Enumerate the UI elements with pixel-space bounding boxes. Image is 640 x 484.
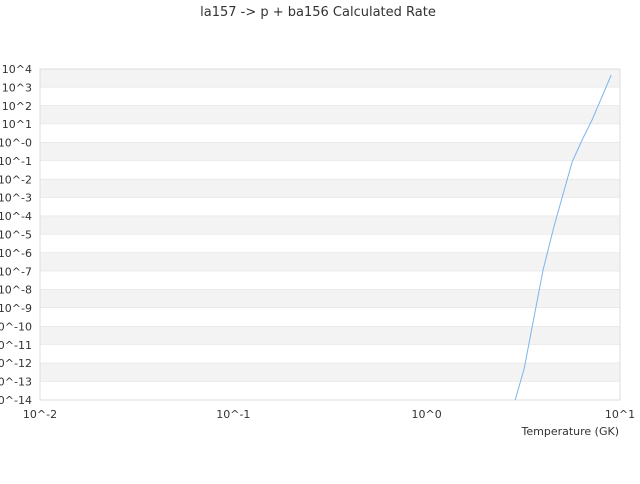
y-tick-label: 10^-0 <box>0 137 32 150</box>
grid-band <box>40 271 620 290</box>
y-tick-label: 10^-9 <box>0 302 32 315</box>
grid-band <box>40 381 620 400</box>
y-tick-label: 10^-4 <box>0 210 32 223</box>
y-tick-label: 10^-2 <box>0 173 32 186</box>
y-tick-label: 10^-1 <box>0 155 32 168</box>
x-tick-label: 10^-2 <box>23 408 57 421</box>
grid-band <box>40 289 620 309</box>
y-tick-label: 10^-5 <box>0 229 32 242</box>
grid-band <box>40 252 620 272</box>
grid-band <box>40 344 620 364</box>
y-tick-label: 10^-3 <box>0 192 32 205</box>
y-tick-label: 10^-11 <box>0 339 32 352</box>
grid-band <box>40 105 620 125</box>
x-tick-labels: 10^-2 10^-1 10^0 10^1 <box>23 408 635 421</box>
grid-band <box>40 216 620 235</box>
y-tick-label: 10^2 <box>2 100 32 113</box>
grid-band <box>40 308 620 327</box>
series-line <box>514 74 612 401</box>
grid-band <box>40 326 620 345</box>
y-tick-label: 10^-7 <box>0 265 32 278</box>
y-tick-label: 10^3 <box>2 81 32 94</box>
grid-bands <box>40 69 620 401</box>
y-tick-label: 10^-14 <box>0 394 32 407</box>
plot-border <box>39 68 621 401</box>
y-tick-label: 10^-13 <box>0 376 32 389</box>
x-tick-label: 10^0 <box>412 408 442 421</box>
chart-title: la157 -> p + ba156 Calculated Rate <box>200 5 436 20</box>
grid-band <box>40 234 620 253</box>
grid-band <box>40 179 620 198</box>
y-tick-labels: 10^4 10^3 10^2 10^1 10^-0 10^-1 10^-2 10^-3 10^-… <box>0 63 32 407</box>
grid-band <box>40 142 620 161</box>
y-tick-label: 10^1 <box>2 118 32 131</box>
grid-band <box>40 363 620 382</box>
x-tick-label: 10^1 <box>605 408 635 421</box>
x-tick-label: 10^-1 <box>216 408 250 421</box>
y-tick-label: 10^-12 <box>0 357 32 370</box>
grid-band <box>40 197 620 217</box>
x-axis-label: Temperature (GK) <box>521 425 620 438</box>
y-tick-label: 10^-10 <box>0 320 32 333</box>
grid-band <box>40 160 620 180</box>
y-tick-label: 10^4 <box>2 63 32 76</box>
grid-band <box>40 69 620 88</box>
y-tick-label: 10^-8 <box>0 284 32 297</box>
y-tick-label: 10^-6 <box>0 247 32 260</box>
grid-band <box>40 87 620 106</box>
grid-band <box>40 124 620 143</box>
